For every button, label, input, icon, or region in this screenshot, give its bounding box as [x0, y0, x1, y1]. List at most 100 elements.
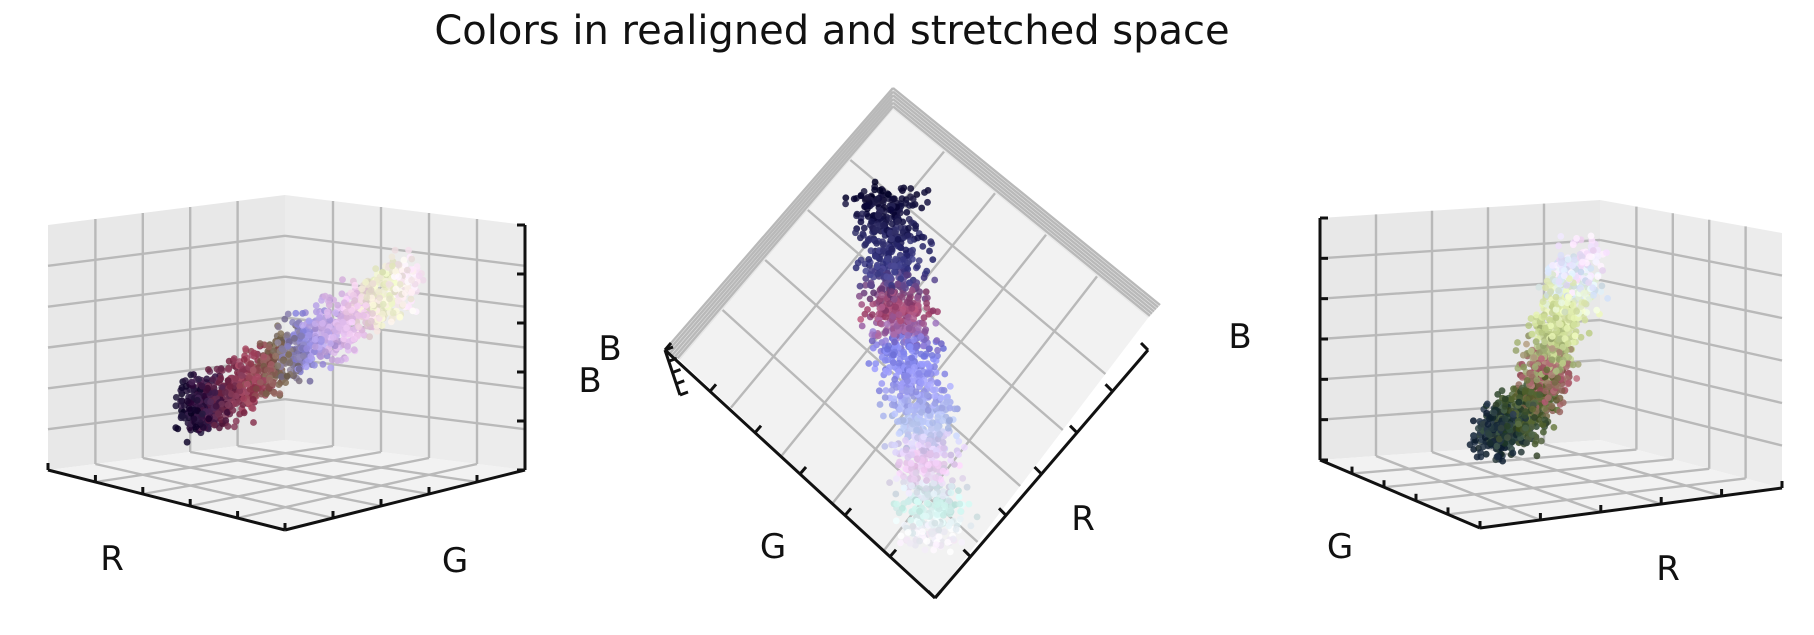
scatter-point	[360, 311, 367, 319]
scatter-point	[1579, 258, 1586, 266]
scatter-point	[1593, 306, 1601, 314]
scatter-point	[1571, 332, 1579, 340]
middle-tick	[1033, 465, 1043, 476]
scatter-point	[286, 359, 294, 367]
middle-z-label: B	[598, 329, 621, 369]
scatter-point	[275, 381, 283, 388]
scatter-point	[337, 357, 345, 364]
scatter-point	[401, 289, 409, 297]
scatter-point	[249, 396, 257, 403]
scatter-point	[871, 365, 879, 373]
scatter-point	[958, 539, 966, 546]
scatter-point	[1585, 253, 1593, 260]
scatter-point	[1544, 269, 1552, 276]
scatter-point	[1559, 343, 1567, 351]
scatter-point	[379, 268, 386, 276]
scatter-point	[344, 342, 351, 350]
scatter-point	[224, 423, 232, 430]
scatter-point	[1594, 252, 1602, 260]
scatter-point	[932, 319, 940, 327]
scatter-point	[858, 210, 866, 218]
scatter-point	[207, 398, 215, 406]
scatter-point	[348, 318, 356, 326]
scatter-point	[1539, 298, 1547, 305]
scatter-point	[932, 452, 940, 459]
scatter-point	[881, 443, 889, 450]
scatter-point	[325, 301, 333, 309]
scatter-point	[260, 353, 268, 361]
scatter-point	[1482, 450, 1490, 458]
scatter-point	[896, 458, 903, 466]
scatter-point	[1546, 316, 1553, 323]
scatter-point	[933, 425, 941, 432]
scatter-point	[1557, 233, 1565, 240]
scatter-point	[893, 500, 901, 508]
scatter-point	[1574, 361, 1582, 368]
scatter-point	[903, 372, 911, 380]
scatter-point	[914, 499, 922, 506]
left-x-label: R	[100, 539, 124, 579]
scatter-point	[924, 406, 932, 414]
scatter-point	[850, 195, 858, 203]
scatter-point	[946, 548, 954, 556]
scatter-point	[864, 213, 872, 220]
scatter-point	[221, 388, 229, 396]
scatter-point	[905, 324, 913, 332]
scatter-point	[908, 440, 916, 447]
scatter-point	[944, 430, 951, 437]
scatter-point	[907, 237, 914, 245]
scatter-point	[873, 196, 881, 203]
scatter-point	[1483, 409, 1490, 417]
scatter-point	[929, 307, 937, 315]
scatter-point	[351, 297, 359, 304]
scatter-point	[878, 380, 886, 387]
scatter-point	[1552, 367, 1560, 375]
scatter-point	[311, 325, 319, 333]
scatter-point	[226, 383, 234, 390]
scatter-point	[858, 322, 866, 330]
scatter-point	[961, 443, 968, 451]
scatter-point	[928, 352, 936, 359]
scatter-point	[912, 541, 919, 549]
scatter-point	[886, 300, 893, 307]
scatter-point	[319, 319, 326, 327]
left-gridline	[189, 450, 430, 496]
scatter-point	[1466, 441, 1474, 449]
scatter-point	[947, 489, 955, 497]
scatter-point	[292, 309, 300, 317]
scatter-point	[907, 193, 914, 201]
scatter-point	[1551, 379, 1559, 386]
scatter-point	[932, 459, 940, 467]
scatter-point	[1537, 437, 1545, 445]
scatter-point	[1484, 421, 1492, 428]
scatter-point	[1565, 275, 1573, 282]
scatter-point	[1594, 273, 1602, 280]
scatter-point	[881, 329, 889, 337]
scatter-point	[1565, 379, 1573, 387]
scatter-point	[900, 473, 907, 480]
scatter-point	[864, 306, 871, 313]
scatter-point	[389, 262, 396, 270]
scatter-point	[918, 204, 926, 212]
middle-gridline	[892, 101, 1153, 315]
scatter-point	[895, 311, 903, 318]
scatter-point	[1544, 394, 1552, 402]
middle-tick	[708, 383, 718, 393]
scatter-point	[868, 218, 875, 225]
scatter-point	[914, 263, 921, 270]
scatter-point	[957, 507, 964, 515]
scatter-point	[891, 410, 899, 418]
right-r-axis	[1479, 486, 1783, 530]
scatter-point	[209, 376, 217, 383]
scatter-point	[403, 266, 411, 274]
scatter-point	[878, 285, 886, 293]
scatter-point	[860, 224, 868, 232]
middle-x-label: R	[1071, 499, 1095, 539]
scatter-point	[873, 263, 881, 270]
scatter-point	[925, 362, 933, 370]
scatter-point	[919, 528, 926, 536]
scatter-point	[857, 234, 864, 242]
scatter-point	[289, 319, 296, 326]
right-gridline	[1375, 454, 1541, 522]
scatter-point	[1569, 241, 1577, 249]
